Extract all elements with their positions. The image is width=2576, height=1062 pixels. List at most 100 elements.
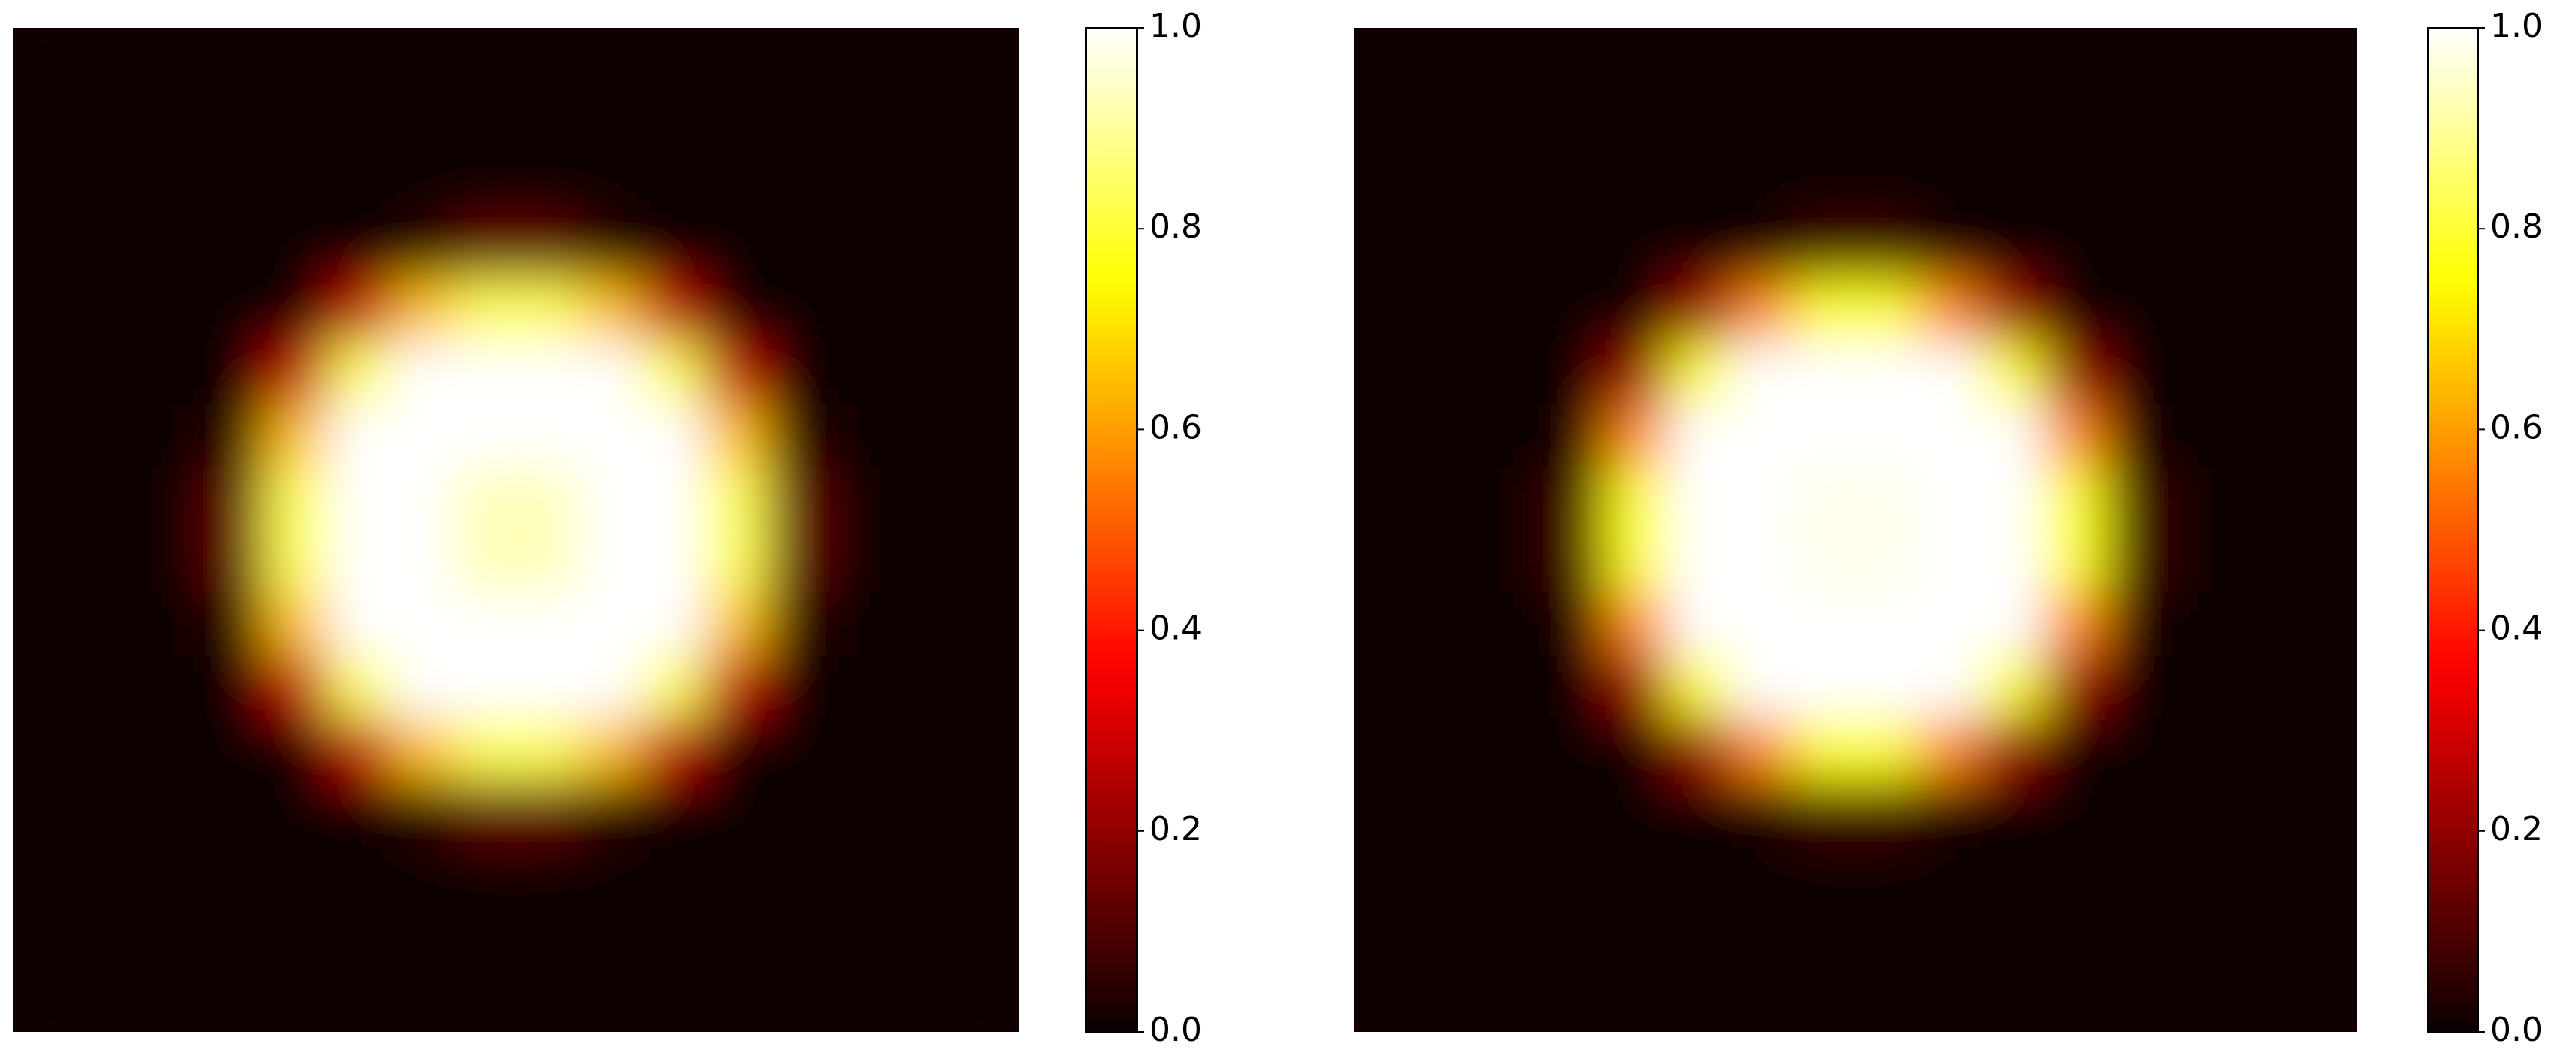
- heatmap-cell: [138, 404, 203, 468]
- heatmap-cell: [1792, 153, 1857, 217]
- heatmap-cell: [2044, 968, 2108, 1032]
- heatmap-cell: [452, 153, 517, 217]
- heatmap-cell: [138, 718, 203, 782]
- heatmap-cell: [1541, 404, 1605, 468]
- heatmap-cell: [893, 91, 957, 155]
- heatmap-cell: [1980, 91, 2045, 155]
- heatmap-cell: [955, 341, 1019, 406]
- heatmap-cell: [1792, 718, 1857, 782]
- heatmap-cell: [516, 718, 580, 782]
- heatmap-cell: [1918, 28, 1982, 92]
- heatmap-cell: [1416, 91, 1480, 155]
- heatmap-cell: [1479, 529, 1543, 594]
- heatmap-cell: [1855, 781, 1919, 845]
- heatmap-cell: [1667, 153, 1731, 217]
- colorbar-tick-label: 0.0: [1149, 1011, 1202, 1049]
- heatmap-cell: [201, 718, 265, 782]
- heatmap-cell: [390, 278, 454, 342]
- heatmap-cell: [201, 467, 265, 531]
- heatmap-cell: [1604, 968, 1668, 1032]
- heatmap-cell: [1792, 91, 1857, 155]
- heatmap-cell: [1416, 529, 1480, 594]
- heatmap-cell: [1918, 404, 1982, 468]
- heatmap-cell: [1980, 404, 2045, 468]
- heatmap-cell: [390, 592, 454, 656]
- heatmap-cell: [1730, 278, 1794, 342]
- heatmap-cell: [1604, 153, 1668, 217]
- heatmap-cell: [138, 341, 203, 406]
- heatmap-cell: [516, 91, 580, 155]
- heatmap-cell: [327, 467, 391, 531]
- heatmap-cell: [138, 529, 203, 594]
- heatmap-cell: [2169, 467, 2233, 531]
- heatmap-cell: [1918, 278, 1982, 342]
- heatmap-cell: [1730, 153, 1794, 217]
- heatmap-cell: [1604, 906, 1668, 970]
- heatmap-cell: [1730, 467, 1794, 531]
- heatmap-cell: [1479, 467, 1543, 531]
- heatmap-cell: [641, 529, 706, 594]
- heatmap-cell: [704, 781, 768, 845]
- heatmap-cell: [2169, 592, 2233, 656]
- heatmap-cell: [390, 781, 454, 845]
- heatmap-cell: [75, 655, 140, 720]
- heatmap-cell: [2231, 781, 2295, 845]
- heatmap-cell: [1604, 404, 1668, 468]
- heatmap-cell: [2044, 91, 2108, 155]
- heatmap-cell: [13, 341, 77, 406]
- heatmap-cell: [704, 278, 768, 342]
- colorbar-tick-label: 0.2: [2490, 810, 2543, 849]
- heatmap-cell: [75, 341, 140, 406]
- heatmap-cell: [13, 968, 77, 1032]
- heatmap-cell: [1980, 655, 2045, 720]
- heatmap-cell: [2231, 28, 2295, 92]
- heatmap-cell: [2294, 153, 2357, 217]
- heatmap-cell: [1730, 655, 1794, 720]
- heatmap-cell: [516, 278, 580, 342]
- heatmap-cell: [767, 781, 831, 845]
- heatmap-cell: [704, 216, 768, 280]
- heatmap-cell: [1855, 153, 1919, 217]
- heatmap-cell: [2169, 278, 2233, 342]
- heatmap-cell: [1541, 216, 1605, 280]
- colorbar: [1085, 27, 1138, 1033]
- heatmap-cell: [327, 843, 391, 907]
- heatmap-cell: [1667, 906, 1731, 970]
- heatmap-cell: [955, 592, 1019, 656]
- heatmap-cell: [578, 592, 642, 656]
- heatmap-cell: [1479, 968, 1543, 1032]
- heatmap-cell: [578, 28, 642, 92]
- heatmap-cell: [1354, 906, 1418, 970]
- heatmap-cell: [1980, 341, 2045, 406]
- heatmap-cell: [955, 467, 1019, 531]
- heatmap-cell: [1604, 91, 1668, 155]
- heatmap-cell: [830, 153, 894, 217]
- heatmap-cell: [390, 341, 454, 406]
- heatmap-cell: [2169, 718, 2233, 782]
- heatmap-cell: [641, 28, 706, 92]
- heatmap-cell: [704, 968, 768, 1032]
- heatmap-cell: [2294, 278, 2357, 342]
- heatmap-cell: [516, 968, 580, 1032]
- heatmap-cell: [1918, 968, 1982, 1032]
- heatmap-cell: [138, 28, 203, 92]
- heatmap-cell: [2044, 278, 2108, 342]
- heatmap-cell: [516, 153, 580, 217]
- heatmap-cell: [1667, 28, 1731, 92]
- heatmap-cell: [264, 906, 328, 970]
- heatmap-cell: [2231, 216, 2295, 280]
- heatmap-cell: [1354, 592, 1418, 656]
- heatmap-cell: [2044, 529, 2108, 594]
- heatmap-cell: [390, 843, 454, 907]
- heatmap-cell: [1730, 216, 1794, 280]
- heatmap-cell: [1792, 28, 1857, 92]
- heatmap-cell: [1479, 153, 1543, 217]
- heatmap-cell: [893, 592, 957, 656]
- heatmap-cell: [955, 404, 1019, 468]
- heatmap-cell: [516, 781, 580, 845]
- heatmap-cell: [1730, 404, 1794, 468]
- heatmap-cell: [201, 906, 265, 970]
- heatmap-cell: [704, 91, 768, 155]
- heatmap-cell: [13, 655, 77, 720]
- heatmap-cell: [516, 529, 580, 594]
